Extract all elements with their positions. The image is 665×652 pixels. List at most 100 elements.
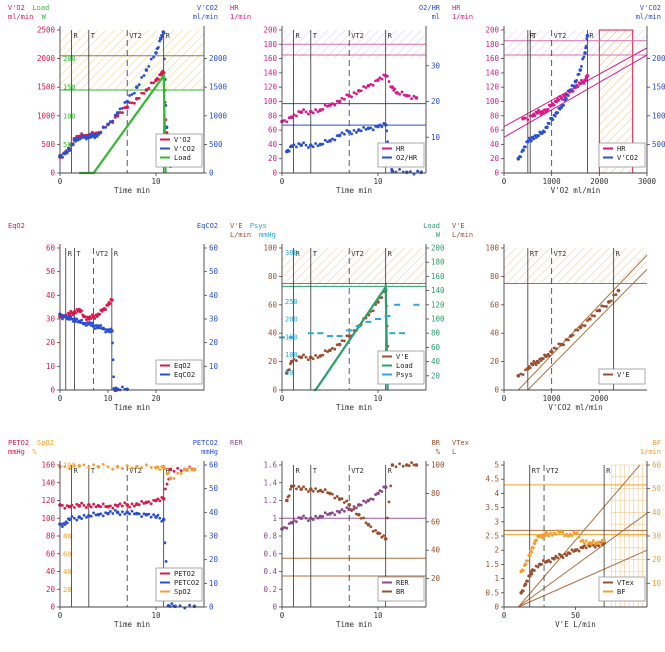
y-tick-label: 80: [490, 272, 500, 281]
inner-axis-label: 150: [63, 84, 76, 92]
data-point: [568, 88, 573, 92]
data-point: [540, 536, 544, 540]
left-axis-title: EqO2: [8, 222, 25, 230]
data-point: [364, 521, 368, 525]
data-point: [593, 545, 597, 549]
data-point: [316, 144, 320, 148]
data-point: [98, 312, 101, 316]
data-point: [137, 503, 141, 507]
data-point: [109, 510, 112, 513]
legend-entry: Psys: [396, 371, 413, 379]
hatched-reference-zone: [60, 30, 204, 91]
data-point: [85, 324, 88, 327]
data-point: [88, 321, 92, 324]
x-axis-label: V'CO2 ml/min: [548, 403, 602, 412]
y-right-tick-label: 20: [431, 371, 441, 380]
data-point: [521, 373, 525, 377]
data-point: [585, 33, 590, 38]
series-ve: [516, 288, 621, 378]
data-point: [328, 348, 332, 353]
data-point: [158, 516, 162, 520]
data-point: [309, 355, 313, 360]
y-tick-label: 40: [268, 329, 278, 338]
y-tick-label: 60: [490, 300, 500, 309]
data-point: [96, 504, 101, 508]
data-point: [133, 101, 136, 105]
data-point: [390, 85, 395, 89]
y-tick-label: 160: [41, 461, 55, 470]
data-point: [405, 463, 409, 467]
data-point: [535, 111, 540, 115]
data-point: [101, 514, 105, 518]
y-tick-label: 140: [41, 478, 55, 487]
inner-axis-label: 300: [285, 249, 298, 257]
y-tick-label: 5: [494, 461, 499, 470]
data-point: [121, 111, 124, 115]
data-point: [118, 502, 122, 506]
right-axis-title: ml/min: [193, 13, 218, 21]
data-point: [77, 515, 81, 519]
data-point: [576, 328, 580, 332]
data-point: [331, 102, 334, 105]
data-point: [599, 542, 602, 546]
data-point: [340, 497, 344, 501]
threshold-marker-label: R: [74, 467, 79, 475]
y-tick-label: 100: [485, 97, 499, 106]
threshold-marker-label: VT2: [351, 32, 364, 40]
y-right-tick-label: 1500: [209, 83, 228, 92]
data-point: [80, 517, 83, 520]
y-tick-label: 50: [46, 267, 56, 276]
data-point: [130, 101, 134, 105]
threshold-marker-label: VT2: [129, 467, 142, 475]
data-point: [64, 314, 68, 318]
right-axis-title: V'CO2: [197, 4, 218, 12]
data-point: [400, 90, 404, 94]
data-point: [405, 93, 409, 98]
data-point: [179, 469, 183, 473]
y-right-tick-label: 30: [652, 532, 662, 541]
y-right-tick-label: 80: [431, 489, 441, 498]
y-tick-label: 40: [268, 140, 278, 149]
y-right-tick-label: 10: [431, 133, 441, 142]
data-point: [140, 76, 144, 79]
inner-axis-label: 100: [285, 351, 298, 359]
data-point: [80, 309, 83, 313]
inner-axis-label: 60: [63, 550, 71, 558]
data-point: [87, 503, 91, 507]
data-point: [519, 155, 523, 159]
data-point: [74, 319, 77, 323]
legend-box: [377, 576, 425, 602]
data-point: [103, 327, 106, 331]
data-point: [85, 137, 88, 141]
y-tick-label: 0.4: [263, 567, 277, 576]
y-right-tick-label: 30: [431, 61, 441, 70]
y-tick-label: 80: [490, 111, 500, 120]
data-point: [355, 506, 358, 510]
data-point: [555, 347, 558, 351]
y-tick-label: 100: [263, 244, 277, 253]
data-point: [111, 358, 115, 362]
data-point: [552, 346, 556, 350]
legend-entry: PETO2: [174, 570, 195, 578]
data-point: [287, 368, 291, 372]
data-point: [156, 465, 160, 469]
data-point: [570, 534, 574, 538]
data-point: [343, 509, 346, 513]
data-point: [524, 145, 527, 149]
data-point: [289, 115, 294, 120]
data-point: [285, 371, 289, 375]
threshold-marker-label: R: [388, 250, 393, 258]
data-point: [568, 334, 573, 338]
data-point: [111, 506, 115, 510]
data-point: [192, 604, 197, 609]
data-point: [521, 116, 525, 121]
data-point: [378, 123, 382, 127]
data-point: [125, 99, 129, 104]
data-point: [526, 559, 529, 563]
data-point: [299, 355, 303, 360]
left-axis-unit: L/min: [230, 231, 251, 239]
data-point: [104, 308, 107, 311]
y-tick-label: 4.5: [485, 475, 499, 484]
data-point: [364, 500, 368, 504]
